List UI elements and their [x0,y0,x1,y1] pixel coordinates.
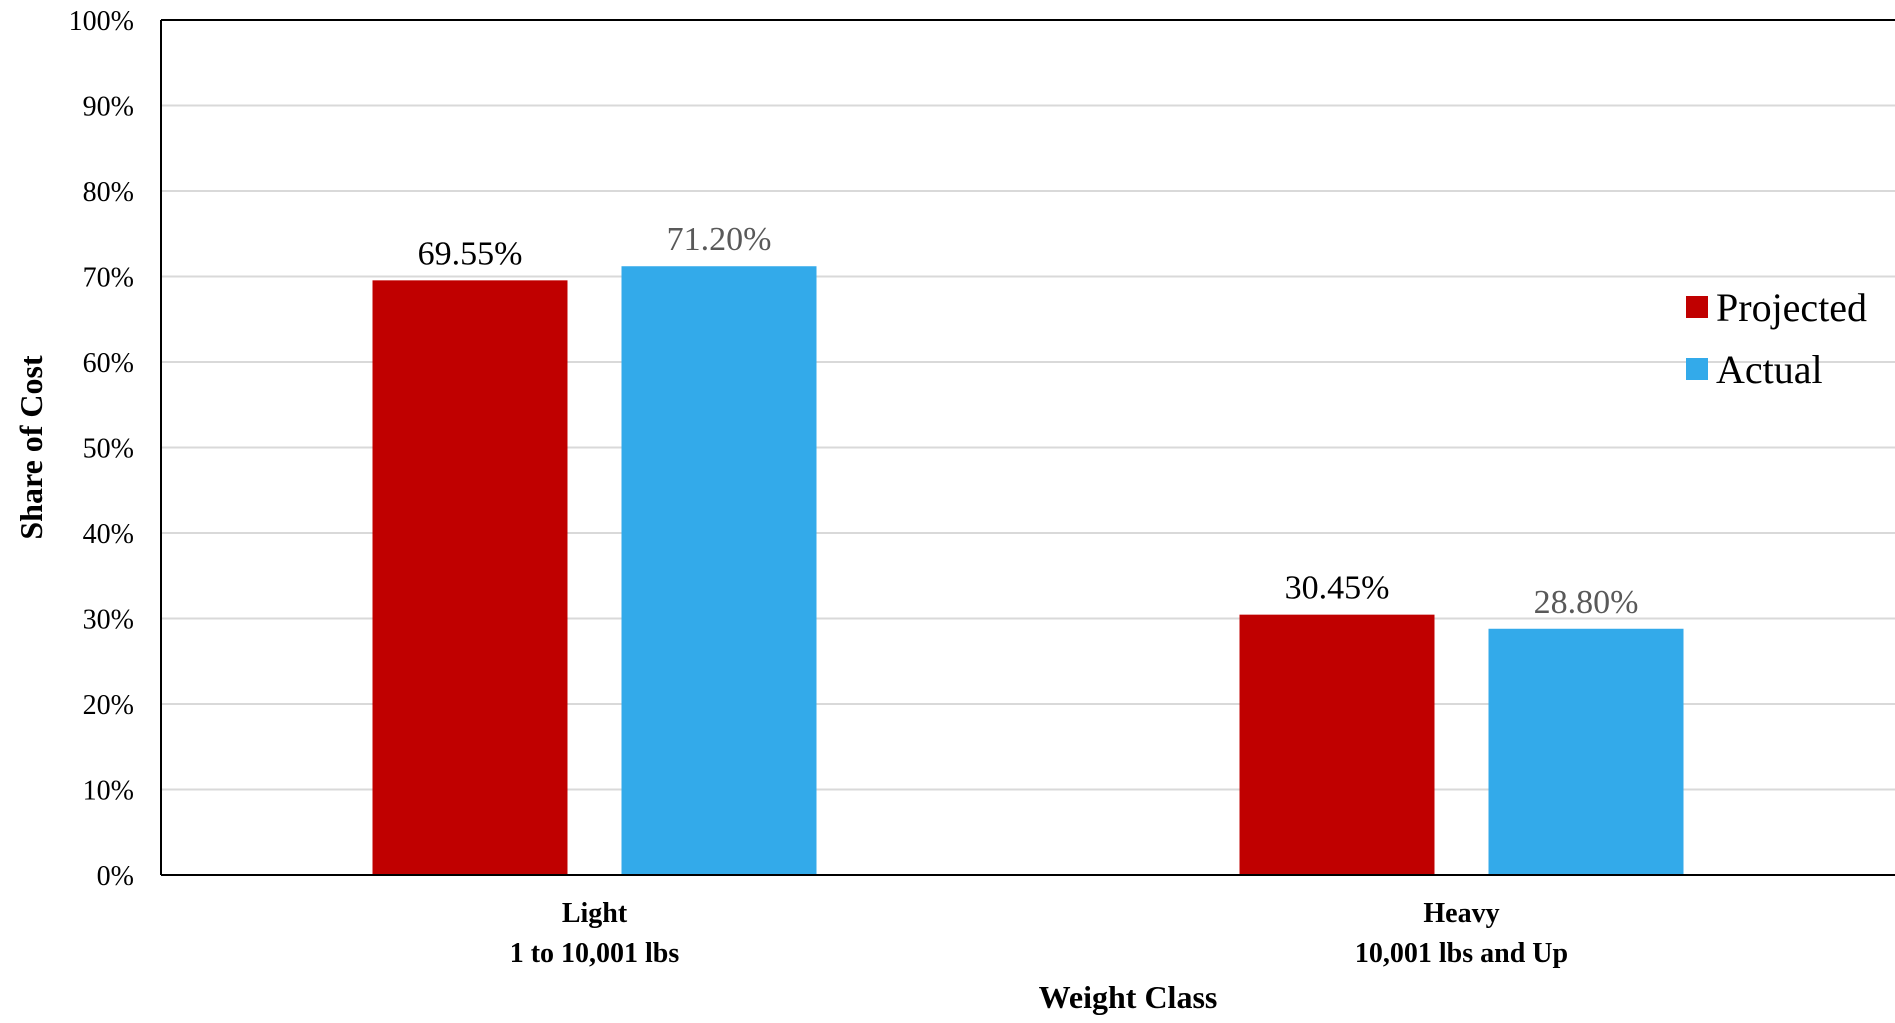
data-label: 30.45% [1285,570,1390,607]
y-tick-label: 0% [97,861,134,892]
x-axis-title: Weight Class [1039,979,1218,1015]
bar-projected [1239,614,1435,875]
y-tick-label: 70% [83,263,134,294]
y-tick-label: 30% [83,605,134,636]
y-tick-label: 90% [83,92,134,123]
y-tick-label: 10% [83,776,134,807]
y-tick-label: 80% [83,177,134,208]
y-tick-label: 60% [83,348,134,379]
x-category-labels: Light 1 to 10,001 lbs Heavy 10,001 lbs and … [510,898,1568,969]
data-labels: 69.55% 71.20% 30.45% 28.80% [418,221,1639,621]
bar-actual [621,266,817,875]
y-tick-label: 20% [83,690,134,721]
y-tick-label: 40% [83,519,134,550]
x-category-label: Light [562,898,628,929]
bars [372,266,1684,875]
legend-swatch-projected [1686,296,1708,318]
y-axis-title: Share of Cost [13,355,49,540]
legend: Projected Actual [1686,285,1867,392]
axes [160,19,1895,876]
bar-actual [1488,628,1684,875]
y-tick-label: 100% [69,6,134,37]
legend-label-actual: Actual [1716,347,1823,392]
y-tick-labels: 0% 10% 20% 30% 40% 50% 60% 70% 80% 90% 100% [69,6,134,892]
x-category-label: 10,001 lbs and Up [1355,938,1568,969]
x-category-label: Heavy [1423,898,1499,929]
x-category-label: 1 to 10,001 lbs [510,938,680,969]
data-label: 69.55% [418,235,523,272]
data-label: 28.80% [1534,584,1639,621]
data-label: 71.20% [667,221,772,258]
legend-label-projected: Projected [1716,285,1867,330]
legend-swatch-actual [1686,358,1708,380]
bar-projected [372,280,568,875]
y-tick-label: 50% [83,434,134,465]
